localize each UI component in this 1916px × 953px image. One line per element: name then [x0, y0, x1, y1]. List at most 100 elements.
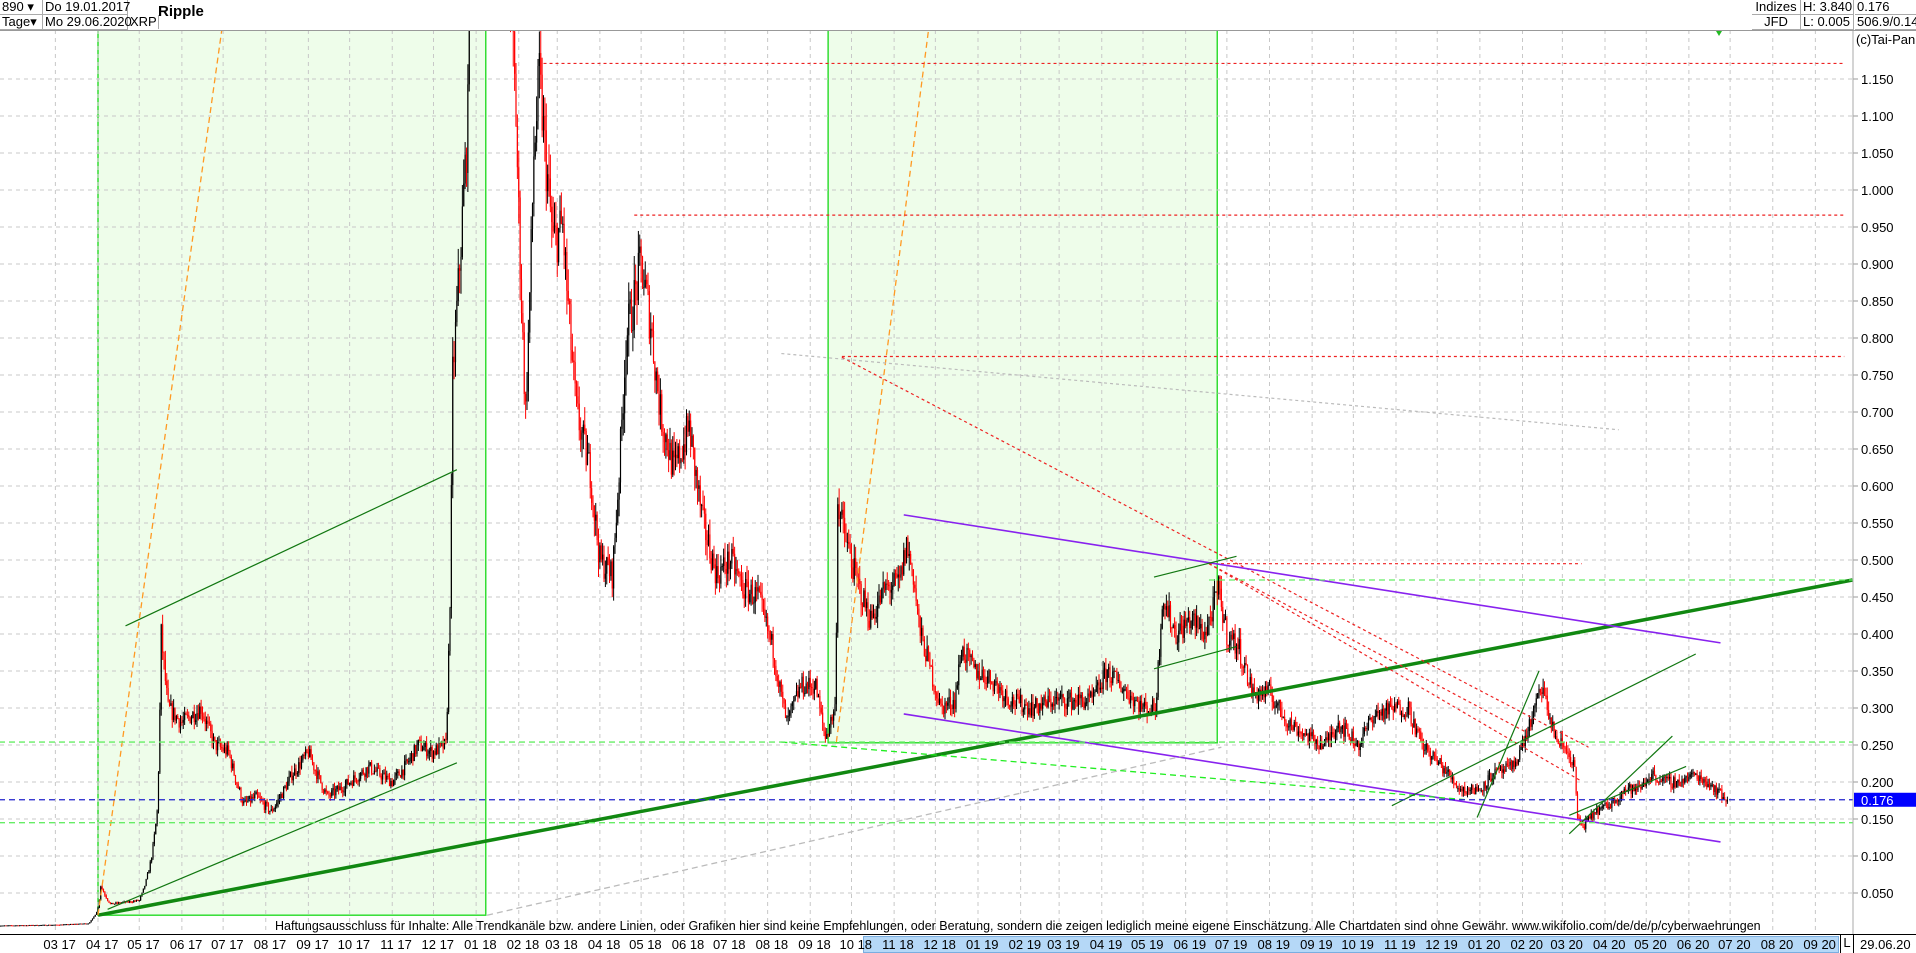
- candle-body: [317, 771, 319, 780]
- candle-body: [1037, 706, 1040, 714]
- candle-body: [712, 553, 714, 570]
- candle-body: [1572, 760, 1574, 766]
- candle-body: [673, 450, 675, 458]
- period-select[interactable]: Tage▾: [0, 15, 43, 30]
- candle-body: [1098, 682, 1100, 690]
- log-scale-toggle[interactable]: L: [1840, 935, 1854, 953]
- candle-body: [14, 925, 17, 927]
- x-tick-label: 01 19: [966, 937, 999, 952]
- candle-body: [1218, 576, 1220, 595]
- candle-body: [1689, 774, 1691, 778]
- trend-line[interactable]: [486, 746, 1222, 916]
- candle-body: [1213, 592, 1216, 597]
- candle-body: [416, 744, 418, 754]
- candle-body: [1619, 796, 1621, 800]
- candle-body: [96, 911, 98, 915]
- candle-body: [1435, 754, 1437, 760]
- trend-line[interactable]: [125, 469, 458, 627]
- candle-body: [1575, 766, 1577, 794]
- candle-body: [1201, 623, 1203, 639]
- candle-body: [1384, 710, 1386, 720]
- trend-line[interactable]: [1153, 555, 1237, 578]
- candle-body: [581, 432, 583, 440]
- x-tick-label: 10 18: [839, 937, 873, 952]
- candle-body: [735, 569, 737, 575]
- trend-line[interactable]: [97, 30, 223, 916]
- candle-body: [1465, 792, 1467, 794]
- candle-body: [1359, 743, 1361, 751]
- candle-body: [313, 762, 315, 771]
- candle-body: [1156, 697, 1158, 713]
- candle-body: [366, 767, 369, 774]
- trend-line[interactable]: [903, 514, 1721, 644]
- candle-body: [1568, 753, 1570, 758]
- candle-body: [901, 566, 903, 575]
- candle-body: [1471, 784, 1473, 790]
- candle-body: [570, 304, 572, 351]
- candle-body: [1660, 780, 1662, 782]
- candle-body: [1469, 789, 1471, 791]
- candle-body: [883, 582, 886, 591]
- candle-body: [998, 684, 1000, 693]
- start-date-field[interactable]: Do 19.01.2017: [43, 0, 131, 15]
- candle-body: [839, 514, 842, 520]
- trend-line[interactable]: [1476, 670, 1540, 818]
- candle-body: [706, 540, 708, 545]
- trend-line[interactable]: [1569, 765, 1687, 816]
- count-select[interactable]: 890 ▾: [0, 0, 43, 15]
- trend-line[interactable]: [107, 762, 458, 910]
- candle-body: [362, 770, 364, 775]
- trend-line[interactable]: [903, 713, 1721, 843]
- candle-body: [817, 696, 820, 698]
- candle-body: [267, 803, 270, 812]
- candle-body: [1312, 731, 1315, 736]
- candle-body: [1124, 689, 1126, 691]
- x-tick-label: 04 17: [86, 937, 119, 952]
- candle-body: [240, 788, 242, 801]
- end-date-field[interactable]: Mo 29.06.2020: [43, 14, 132, 30]
- candle-body: [1466, 788, 1469, 794]
- candle-body: [1373, 716, 1375, 724]
- y-tick-label: 0.700: [1861, 405, 1894, 420]
- candle-body: [148, 871, 150, 874]
- candle-body: [834, 704, 836, 712]
- candle-body: [1675, 782, 1678, 788]
- trend-line[interactable]: [781, 352, 1619, 431]
- candle-body: [725, 568, 727, 574]
- candle-body: [1315, 739, 1317, 744]
- candle-body: [754, 587, 756, 603]
- trend-line[interactable]: [97, 578, 1853, 917]
- plot-area[interactable]: [0, 0, 1853, 933]
- candle-body: [1490, 773, 1492, 782]
- candle-body: [850, 553, 853, 568]
- candle-body: [1405, 715, 1407, 717]
- candle-body: [721, 566, 723, 568]
- candle-body: [1656, 780, 1658, 782]
- candle-body: [1004, 690, 1007, 698]
- candle-body: [1625, 788, 1627, 791]
- candle-body: [845, 533, 847, 543]
- trend-line[interactable]: [1208, 563, 1527, 733]
- candle-body: [349, 783, 351, 785]
- candle-body: [1230, 634, 1232, 641]
- trend-line[interactable]: [841, 356, 1589, 748]
- trend-line[interactable]: [781, 741, 1467, 801]
- candle-body: [813, 688, 815, 694]
- candle-body: [364, 774, 366, 777]
- trend-line[interactable]: [1208, 563, 1582, 782]
- candle-body: [417, 739, 419, 745]
- candle-body: [1229, 640, 1231, 646]
- shaded-zone: [827, 30, 1218, 744]
- candle-body: [153, 834, 155, 844]
- candle-body: [426, 742, 428, 757]
- triangle-marker-icon: [1716, 31, 1722, 36]
- candle-body: [894, 573, 897, 575]
- trend-line[interactable]: [1568, 735, 1673, 835]
- candle-body: [1300, 731, 1302, 735]
- candle-body: [393, 780, 395, 787]
- trend-line[interactable]: [1391, 653, 1697, 807]
- candle-body: [1601, 806, 1603, 809]
- trend-line[interactable]: [1153, 646, 1237, 670]
- candle-body: [1278, 699, 1280, 704]
